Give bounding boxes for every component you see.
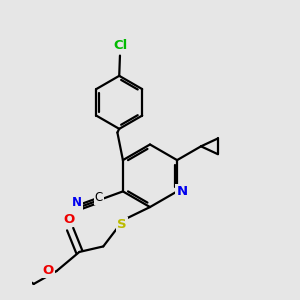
- Text: N: N: [72, 196, 82, 209]
- Text: N: N: [176, 185, 188, 198]
- Text: Cl: Cl: [114, 39, 128, 52]
- Text: O: O: [43, 264, 54, 277]
- Text: S: S: [117, 218, 127, 231]
- Text: C: C: [94, 191, 103, 204]
- Text: O: O: [64, 213, 75, 226]
